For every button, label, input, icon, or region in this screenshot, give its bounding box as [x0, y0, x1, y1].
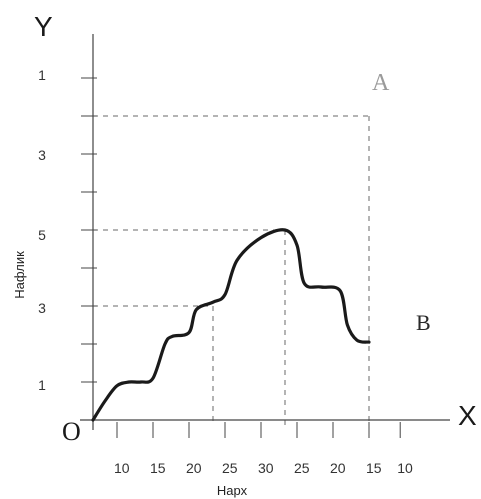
y-tick-labels: 1 3 5 3 1	[38, 67, 46, 393]
y-tick-label-0: 1	[38, 67, 46, 83]
point-label-b: B	[416, 310, 431, 335]
point-label-a: A	[372, 70, 390, 96]
x-tick-label-3: 25	[222, 460, 238, 476]
x-tick-label-0: 10	[114, 460, 130, 476]
x-tick-label-8: 10	[397, 460, 413, 476]
series-group	[91, 228, 371, 422]
x-tick-label-2: 20	[186, 460, 202, 476]
y-axis-title: Нафлик	[12, 251, 27, 299]
y-axis-letter: Y	[34, 11, 53, 42]
x-tick-label-6: 20	[330, 460, 346, 476]
guide-lines	[93, 115, 370, 426]
x-axis-title: Нарх	[217, 483, 248, 498]
y-tick-label-4: 1	[38, 377, 46, 393]
x-tick-label-5: 25	[294, 460, 310, 476]
origin-label: O	[62, 417, 81, 446]
x-tick-label-1: 15	[150, 460, 166, 476]
x-axis-letter: X	[458, 400, 477, 431]
tick-marks	[81, 77, 401, 438]
x-tick-labels: 10 15 20 25 30 25 20 15 10	[114, 460, 413, 476]
series-line-0	[91, 228, 371, 422]
x-tick-label-7: 15	[366, 460, 382, 476]
y-tick-label-3: 3	[38, 300, 46, 316]
axes	[80, 34, 450, 430]
x-tick-label-4: 30	[258, 460, 274, 476]
y-tick-label-2: 5	[38, 227, 46, 243]
y-tick-label-1: 3	[38, 147, 46, 163]
